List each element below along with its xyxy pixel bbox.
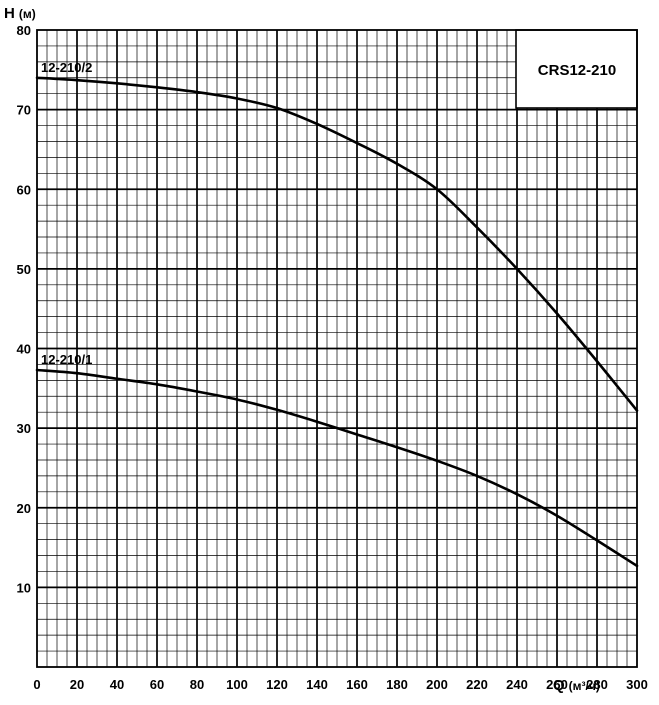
- y-tick-label: 50: [17, 262, 31, 277]
- x-tick-label: 200: [426, 677, 448, 692]
- x-tick-label: 20: [70, 677, 84, 692]
- x-tick-label: 120: [266, 677, 288, 692]
- y-tick-label: 40: [17, 342, 31, 357]
- x-tick-label: 300: [626, 677, 648, 692]
- x-tick-label: 220: [466, 677, 488, 692]
- x-tick-label: 280: [586, 677, 608, 692]
- tick-labels: 0 20 40 60 80 100 120 140 160 180 200 220 240 260 280 3…: [17, 23, 648, 692]
- y-tick-label: 60: [17, 182, 31, 197]
- curve-label-12-210/2: 12-210/2: [41, 60, 92, 75]
- curve-12-210/2: [35, 76, 639, 412]
- x-tick-label: 100: [226, 677, 248, 692]
- x-tick-label: 80: [190, 677, 204, 692]
- x-tick-label: 0: [33, 677, 40, 692]
- curve-12-210/1: [35, 368, 639, 568]
- y-tick-label: 10: [17, 580, 31, 595]
- x-tick-label: 40: [110, 677, 124, 692]
- x-tick-label: 180: [386, 677, 408, 692]
- x-tick-label: 160: [346, 677, 368, 692]
- x-axis-title: Q (м³/ч): [553, 677, 600, 694]
- y-axis-title: H (м): [4, 5, 36, 22]
- x-tick-label: 240: [506, 677, 528, 692]
- model-label: CRS12-210: [538, 62, 616, 79]
- curve-label-12-210/1: 12-210/1: [41, 352, 92, 367]
- plot-frame: [36, 29, 638, 668]
- y-tick-label: 20: [17, 501, 31, 516]
- model-box: [515, 29, 638, 109]
- x-tick-label: 260: [546, 677, 568, 692]
- y-tick-label: 70: [17, 103, 31, 118]
- x-tick-label: 140: [306, 677, 328, 692]
- curves: 12-210/2 12-210/1: [35, 60, 639, 568]
- y-tick-label: 80: [17, 23, 31, 38]
- y-tick-label: 30: [17, 421, 31, 436]
- x-tick-label: 60: [150, 677, 164, 692]
